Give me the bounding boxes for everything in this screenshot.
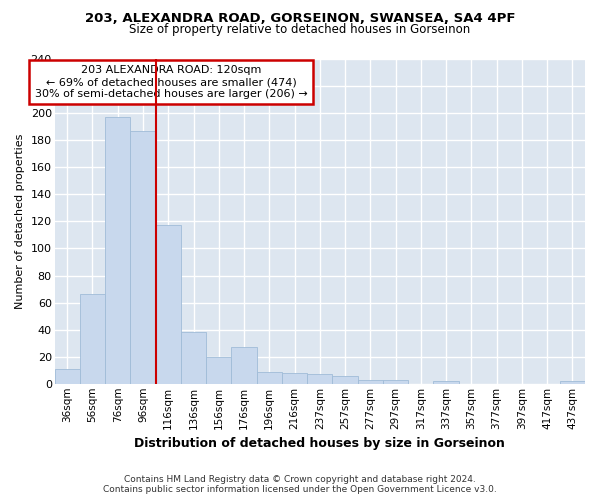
Text: Contains HM Land Registry data © Crown copyright and database right 2024.
Contai: Contains HM Land Registry data © Crown c… bbox=[103, 474, 497, 494]
Bar bbox=[206, 356, 232, 384]
Bar bbox=[80, 294, 105, 384]
Bar bbox=[332, 376, 358, 384]
Text: 203, ALEXANDRA ROAD, GORSEINON, SWANSEA, SA4 4PF: 203, ALEXANDRA ROAD, GORSEINON, SWANSEA,… bbox=[85, 12, 515, 26]
Bar bbox=[433, 381, 459, 384]
Bar bbox=[55, 369, 80, 384]
Text: Size of property relative to detached houses in Gorseinon: Size of property relative to detached ho… bbox=[130, 24, 470, 36]
X-axis label: Distribution of detached houses by size in Gorseinon: Distribution of detached houses by size … bbox=[134, 437, 505, 450]
Bar bbox=[257, 372, 282, 384]
Text: 203 ALEXANDRA ROAD: 120sqm
← 69% of detached houses are smaller (474)
30% of sem: 203 ALEXANDRA ROAD: 120sqm ← 69% of deta… bbox=[35, 66, 308, 98]
Bar bbox=[155, 226, 181, 384]
Y-axis label: Number of detached properties: Number of detached properties bbox=[15, 134, 25, 309]
Bar bbox=[181, 332, 206, 384]
Bar bbox=[282, 373, 307, 384]
Bar bbox=[560, 381, 585, 384]
Bar bbox=[307, 374, 332, 384]
Bar bbox=[105, 117, 130, 384]
Bar bbox=[358, 380, 383, 384]
Bar bbox=[130, 130, 155, 384]
Bar bbox=[383, 380, 408, 384]
Bar bbox=[232, 347, 257, 384]
